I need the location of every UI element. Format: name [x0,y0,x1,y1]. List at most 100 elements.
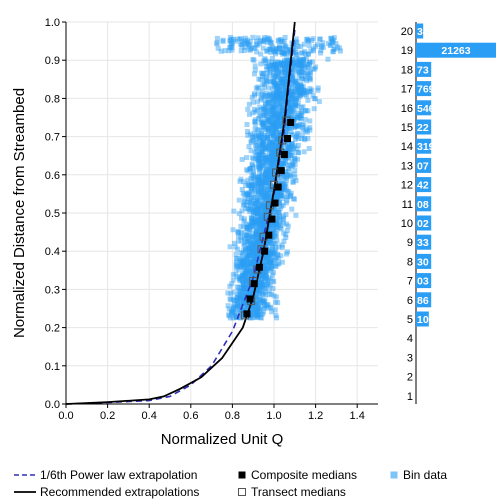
bin-data-point [251,254,257,260]
bin-data-point [307,59,313,65]
bin-data-point [259,143,265,149]
bin-data-point [301,88,307,94]
bin-data-point [296,123,302,129]
bin-data-point [310,48,316,54]
bin-data-point [290,78,296,84]
bin-data-point [260,137,266,143]
bin-data-point [282,67,288,73]
bin-data-point [236,228,242,234]
bin-data-point [257,258,263,264]
bin-data-point [267,105,273,111]
bin-data-point [284,197,290,203]
bin-data-point [267,174,273,180]
bin-data-point [259,218,265,224]
bin-data-point [241,284,247,290]
bin-data-point [250,110,256,116]
bin-data-point [293,134,299,140]
bin-data-point [256,288,262,294]
bin-data-point [263,172,269,178]
bin-data-point [273,70,279,76]
bin-data-point [269,159,275,165]
bin-data-point [299,132,305,138]
bin-data-point [250,312,256,318]
bin-data-point [268,192,274,198]
bin-data-point [264,48,270,54]
bin-data-point [299,76,305,82]
bin-data-point [271,72,277,78]
bin-data-point [244,122,250,128]
bin-data-point [254,302,260,308]
bin-data-point [330,39,336,45]
bin-data-point [263,177,269,183]
bin-data-point [236,197,242,203]
bin-data-point [243,182,249,188]
bin-data-point [283,87,289,93]
bin-data-point [237,296,243,302]
bin-data-point [240,250,246,256]
bin-data-point [254,306,260,312]
bin-data-point [302,64,308,70]
composite-median [268,215,276,223]
bin-data-point [257,281,263,287]
bin-data-point [249,133,255,139]
bin-data-point [267,65,273,71]
bin-data-point [248,185,254,191]
bin-data-point [240,280,246,286]
bin-data-point [301,122,307,128]
bin-data-point [263,243,269,249]
bin-data-point [273,312,279,318]
bin-data-point [288,91,294,97]
bin-data-point [263,173,269,179]
bin-data-point [264,174,270,180]
bin-data-point [263,111,269,117]
bin-data-point [294,103,300,109]
bin-data-point [272,110,278,116]
bin-data-point [267,156,273,162]
bin-data-point [274,136,280,142]
bin-data-point [247,199,253,205]
bin-data-point [263,157,269,163]
bin-data-point [286,147,292,153]
bin-data-point [256,222,262,228]
bin-data-point [292,174,298,180]
bin-data-point [275,148,281,154]
bin-data-point [268,153,274,159]
bin-data-point [293,178,299,184]
bin-data-point [276,175,282,181]
bin-data-point [268,40,274,46]
bin-data-point [272,247,278,253]
y-tick-label: 0.2 [45,323,60,335]
bin-data-point [258,272,264,278]
bin-data-point [247,222,253,228]
bin-data-point [281,184,287,190]
bin-data-point [289,56,295,62]
bin-data-point [234,297,240,303]
bin-data-point [261,270,267,276]
bin-data-point [250,250,256,256]
bin-data-point [256,283,262,289]
bin-data-point [269,204,275,210]
bin-data-point [255,191,261,197]
bin-data-point [277,100,283,106]
bin-data-point [279,187,285,193]
bin-data-point [289,89,295,95]
bin-data-point [267,118,273,124]
bin-data-point [283,132,289,138]
bin-data-point [259,177,265,183]
bin-data-point [246,227,252,233]
bin-data-point [270,165,276,171]
bin-data-point [254,299,260,305]
bin-data-point [249,182,255,188]
bin-data-point [243,190,249,196]
bin-data-point [241,179,247,185]
bin-data-point [270,140,276,146]
bin-data-point [249,274,255,280]
bin-data-point [271,250,277,256]
bin-data-point [299,87,305,93]
bin-data-point [285,64,291,70]
bin-data-point [275,97,281,103]
bin-data-point [268,260,274,266]
bin-data-point [252,119,258,125]
bin-data-point [252,67,258,73]
bin-data-point [259,237,265,243]
